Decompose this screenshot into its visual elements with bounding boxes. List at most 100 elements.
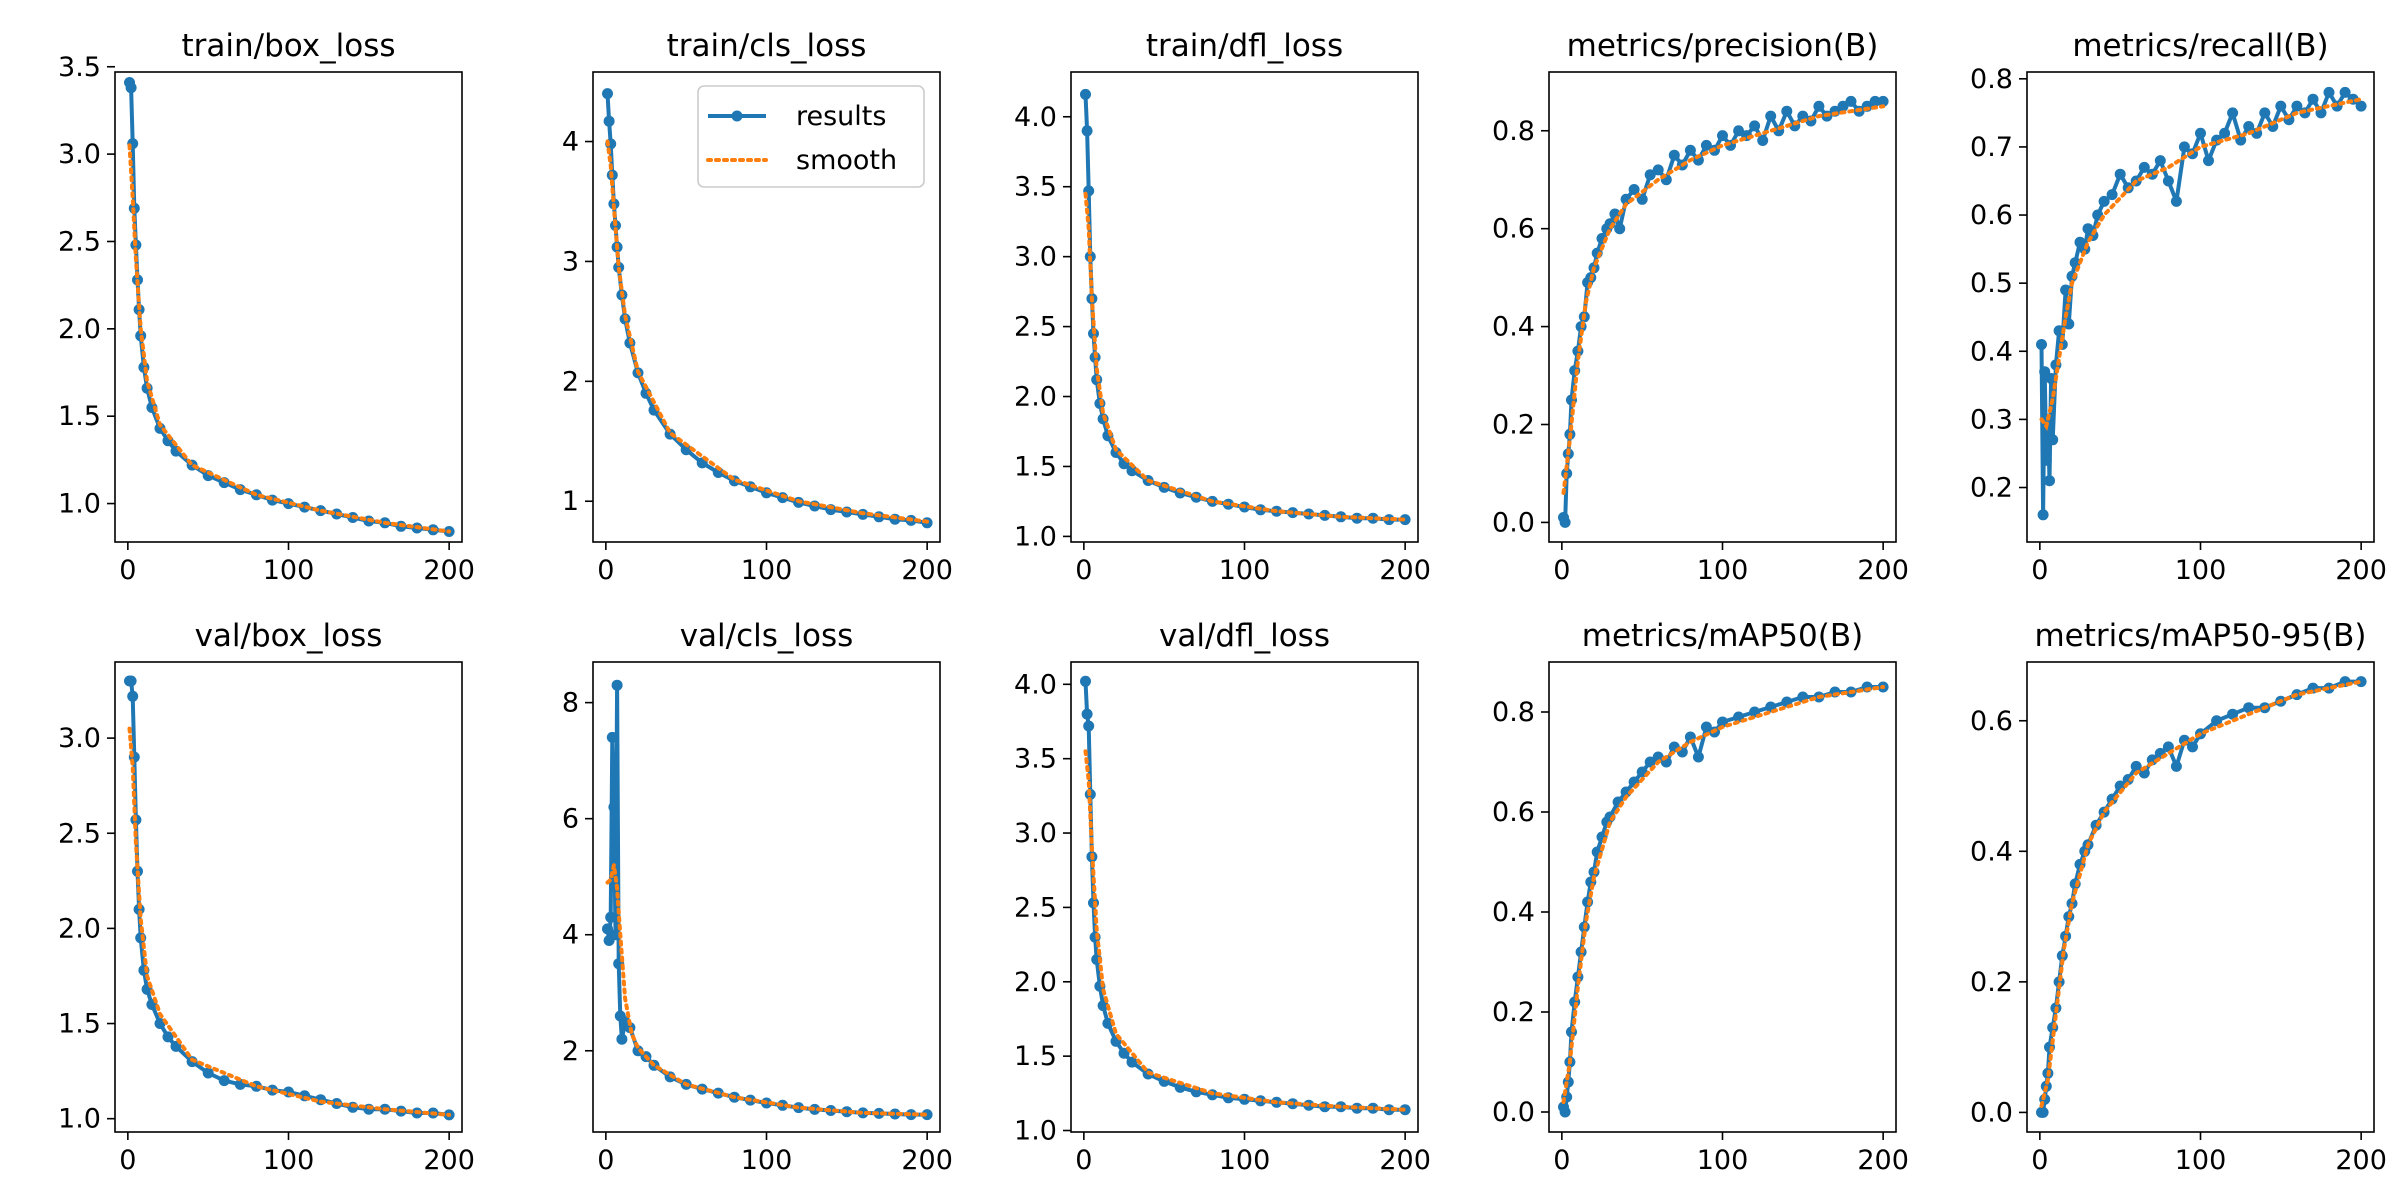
results-marker	[1877, 95, 1889, 107]
results-marker	[1126, 1056, 1138, 1068]
y-tick-label: 4.0	[1014, 669, 1057, 700]
y-tick-label: 4.0	[1014, 102, 1057, 133]
results-line	[1083, 681, 1406, 1112]
smooth-line	[2039, 97, 2364, 431]
y-tick-label: 0.4	[1492, 312, 1535, 343]
smooth-line	[1083, 191, 1408, 522]
y-tick-label: 1.0	[1014, 1116, 1057, 1147]
x-tick-label: 100	[263, 555, 315, 586]
y-tick-label: 0.5	[1970, 268, 2013, 299]
y-tick-label: 1.5	[1014, 451, 1057, 482]
x-tick-label: 200	[1379, 1145, 1431, 1176]
smooth-line	[605, 864, 930, 1117]
results-marker	[2162, 175, 2174, 187]
y-tick-label: 0.6	[1970, 706, 2013, 737]
results-marker	[2178, 141, 2190, 153]
x-tick-label: 100	[741, 1145, 793, 1176]
y-tick-label: 4	[562, 920, 579, 951]
smooth-line	[605, 139, 930, 524]
x-tick-label: 0	[1553, 555, 1570, 586]
results-marker	[1869, 95, 1881, 107]
results-marker	[1080, 675, 1091, 687]
results-marker	[1644, 756, 1656, 768]
results-line	[2039, 90, 2363, 517]
y-tick-label: 2.5	[1014, 892, 1057, 923]
results-marker	[2203, 155, 2214, 167]
y-tick-label: 3.0	[1014, 242, 1057, 273]
results-line	[1561, 99, 1884, 525]
results-marker	[2170, 760, 2182, 772]
y-tick-label: 0.2	[1492, 997, 1535, 1028]
x-tick-label: 0	[597, 555, 614, 586]
y-tick-label: 0.0	[1492, 507, 1535, 538]
legend-results-label: results	[796, 101, 886, 132]
results-marker	[2291, 100, 2303, 112]
results-marker	[127, 690, 139, 702]
y-tick-label: 3	[562, 246, 579, 277]
results-marker	[2211, 715, 2223, 727]
legend-results-marker	[731, 110, 743, 122]
results-marker	[1652, 751, 1664, 763]
x-tick-label: 200	[2335, 555, 2387, 586]
y-tick-label: 0.0	[1970, 1097, 2013, 1128]
results-marker	[1692, 751, 1704, 763]
results-marker	[218, 1075, 230, 1087]
y-tick-label: 1.0	[1014, 521, 1057, 552]
results-marker	[606, 731, 618, 743]
results-marker	[1080, 88, 1091, 100]
results-marker	[1652, 164, 1664, 176]
results-marker	[125, 675, 137, 687]
results-marker	[125, 82, 137, 94]
axes-frame	[1070, 661, 1419, 1133]
results-marker	[2044, 475, 2055, 487]
subplot-title: train/dfl_loss	[1146, 28, 1343, 64]
x-tick-label: 0	[1075, 1145, 1092, 1176]
y-tick-label: 0.6	[1492, 797, 1535, 828]
y-tick-label: 2.5	[1014, 312, 1057, 343]
subplot-val-box-loss: val/box_loss 0 100 200 1.0 1.5 2.0 2.5 3.0	[58, 618, 475, 1176]
results-marker	[1628, 184, 1640, 195]
results-marker	[1110, 447, 1122, 458]
results-marker	[889, 1108, 901, 1120]
x-tick-label: 100	[1697, 1145, 1749, 1176]
results-line	[605, 683, 928, 1117]
results-marker	[2036, 339, 2047, 350]
results-marker	[1717, 716, 1728, 728]
results-marker	[1083, 720, 1095, 732]
axes-frame	[1070, 71, 1419, 543]
results-marker	[1620, 786, 1632, 798]
subplot-title: train/box_loss	[181, 28, 395, 64]
x-tick-label: 0	[119, 1145, 136, 1176]
x-tick-label: 100	[741, 555, 793, 586]
results-marker	[1837, 100, 1849, 112]
x-tick-label: 200	[1379, 555, 1431, 586]
results-marker	[603, 115, 615, 127]
results-marker	[1559, 1106, 1571, 1118]
subplot-metrics-recall-b: metrics/recall(B) 0 100 200 0.2 0.3 0.4 0.5 0.6 0…	[1970, 28, 2387, 586]
x-tick-label: 0	[2031, 1145, 2048, 1176]
x-tick-label: 100	[1697, 555, 1749, 586]
subplot-title: train/cls_loss	[667, 28, 867, 64]
results-line	[1083, 94, 1406, 522]
x-tick-label: 200	[423, 555, 475, 586]
subplot-metrics-map50-b: metrics/mAP50(B) 0 100 200 0.0 0.2 0.4 0.6 0.8	[1492, 618, 1909, 1176]
subplot-train-cls-loss: train/cls_loss 0 100 200 1 2 3 4	[562, 28, 953, 586]
x-tick-label: 200	[1857, 555, 1909, 586]
results-marker	[2275, 100, 2287, 112]
subplot-title: metrics/precision(B)	[1567, 28, 1879, 64]
y-tick-label: 1	[562, 486, 579, 517]
subplot-metrics-map50-95-b: metrics/mAP50-95(B) 0 100 200 0.0 0.2 0.4 0.6	[1970, 618, 2387, 1176]
y-tick-label: 0.0	[1492, 1097, 1535, 1128]
x-tick-label: 0	[2031, 555, 2048, 586]
results-marker	[1636, 193, 1648, 205]
y-tick-label: 0.2	[1970, 473, 2013, 504]
results-marker	[2219, 127, 2231, 139]
axes-frame	[114, 71, 463, 543]
subplot-train-box-loss: train/box_loss 0 100 200 1.0 1.5 2.0 2.5 3.0 3.5	[58, 28, 475, 586]
axes-frame	[2026, 71, 2375, 543]
results-marker	[2037, 509, 2049, 521]
results-marker	[2170, 195, 2182, 207]
results-marker	[1813, 100, 1825, 112]
results-marker	[2355, 676, 2367, 688]
